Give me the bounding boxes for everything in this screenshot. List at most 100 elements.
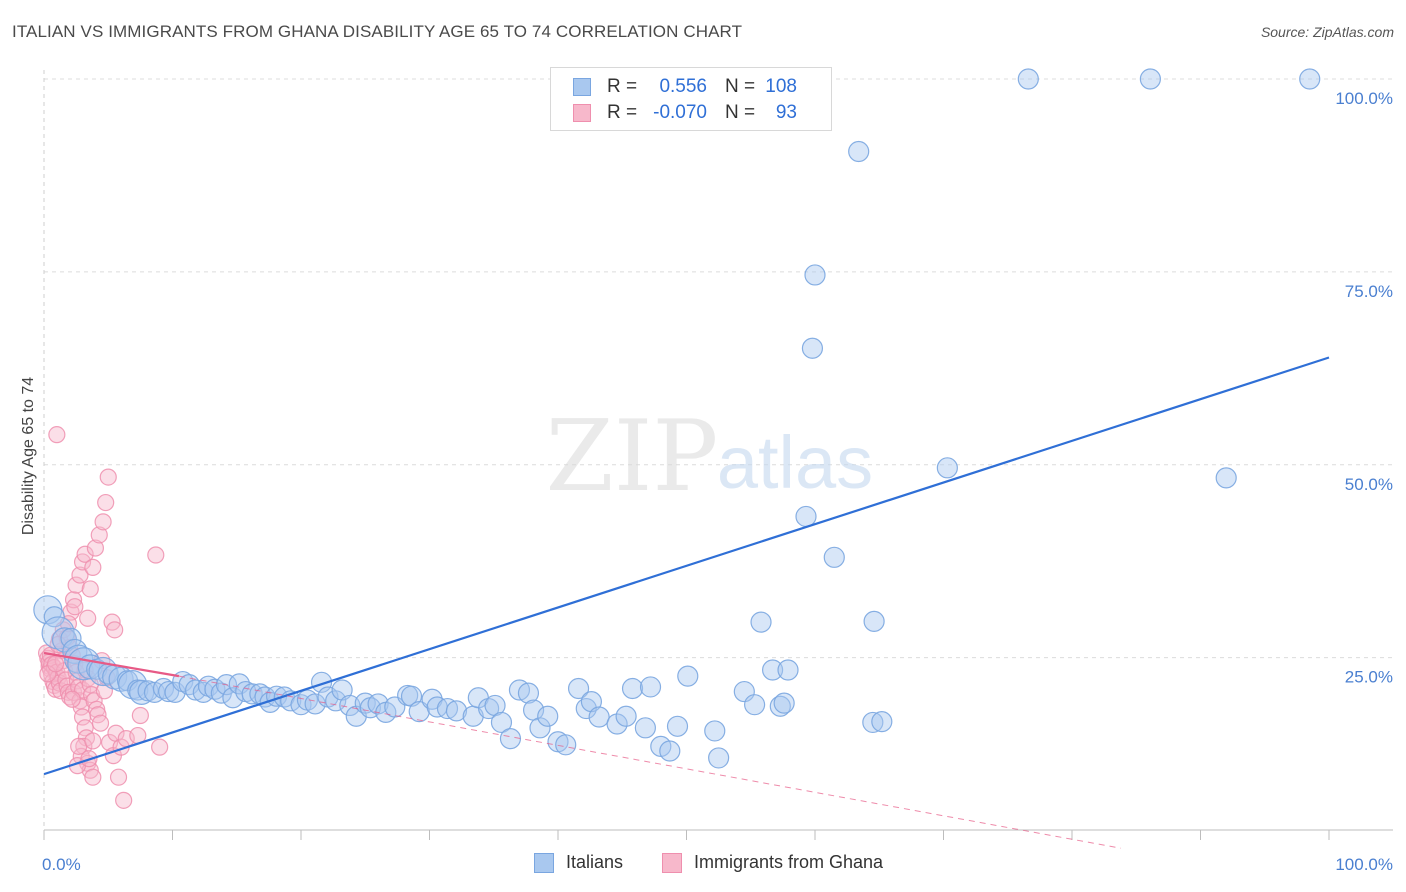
italian-point xyxy=(537,705,559,727)
y-tick-label: 25.0% xyxy=(1345,668,1393,687)
italian-point xyxy=(801,337,824,359)
italian-point xyxy=(555,734,577,756)
italian-point xyxy=(1299,68,1321,90)
label-layer: Disability Age 65 to 74 25.0% 50.0% 75.0% 1… xyxy=(20,89,1393,874)
italian-point xyxy=(863,610,885,632)
ghana-point xyxy=(84,558,102,576)
italian-point xyxy=(529,717,551,739)
ghana-point xyxy=(67,576,85,594)
ghana-trend-extension xyxy=(178,675,1121,849)
x-tick-label-min: 0.0% xyxy=(42,855,81,874)
italian-point xyxy=(708,747,730,769)
legend-n-label: N = xyxy=(725,76,756,97)
italian-point xyxy=(795,505,817,528)
legend-row-ghana: R = -0.070 N = 93 xyxy=(573,101,797,125)
legend-swatch-italians xyxy=(573,78,591,96)
legend-swatch-ghana xyxy=(662,852,682,873)
legend-item-ghana[interactable]: Immigrants from Ghana xyxy=(662,852,883,873)
ghana-points xyxy=(37,426,169,809)
italian-point xyxy=(804,264,826,286)
y-axis-title: Disability Age 65 to 74 xyxy=(20,377,37,535)
y-tick-label: 50.0% xyxy=(1345,475,1393,494)
italian-point xyxy=(769,695,791,717)
italian-point xyxy=(325,690,347,712)
italian-point xyxy=(615,705,637,727)
ghana-point xyxy=(88,700,106,718)
watermark-zip: ZIP xyxy=(546,400,719,514)
ghana-point xyxy=(46,655,65,673)
italian-point xyxy=(744,694,766,716)
italian-point xyxy=(339,694,361,717)
legend-n-label: N = xyxy=(725,102,756,123)
italian-point xyxy=(823,546,845,568)
ghana-point xyxy=(81,580,99,598)
italian-point xyxy=(871,711,893,733)
legend-item-italians[interactable]: Italians xyxy=(534,852,623,873)
series-legend: Italians Immigrants from Ghana xyxy=(0,852,1406,876)
italian-point xyxy=(848,140,870,163)
ghana-point xyxy=(131,706,149,725)
ghana-point xyxy=(106,621,124,639)
ghana-point xyxy=(97,493,115,512)
italian-point xyxy=(517,682,540,704)
ghana-point xyxy=(151,738,169,756)
italian-point xyxy=(659,740,681,762)
ghana-trend-line xyxy=(43,651,180,678)
legend-row-italians: R = 0.556 N = 108 xyxy=(573,75,797,99)
italian-point xyxy=(436,697,459,720)
x-tick-label-max: 100.0% xyxy=(1335,855,1393,874)
watermark-atlas: atlas xyxy=(717,421,873,504)
ghana-point xyxy=(147,546,165,564)
ghana-point xyxy=(115,791,133,809)
ghana-point xyxy=(84,768,102,786)
trend-layer xyxy=(43,356,1330,849)
italian-point xyxy=(639,676,662,698)
italian-point xyxy=(773,692,795,714)
legend-r-value: -0.070 xyxy=(653,102,707,123)
ghana-point xyxy=(90,526,108,544)
ghana-point xyxy=(94,513,112,531)
italian-point xyxy=(1017,68,1039,90)
ghana-point xyxy=(91,714,110,732)
ghana-point xyxy=(86,539,105,557)
legend-label-ghana: Immigrants from Ghana xyxy=(694,852,884,872)
ghana-point xyxy=(66,598,84,616)
italian-point xyxy=(490,711,513,734)
italian-point xyxy=(204,678,226,700)
italian-point xyxy=(777,659,799,681)
ghana-point xyxy=(79,609,97,627)
ghana-point xyxy=(99,468,117,486)
italian-point xyxy=(606,713,628,735)
italian-point xyxy=(588,706,610,728)
italian-point xyxy=(43,606,65,628)
italian-point xyxy=(761,659,784,681)
y-tick-label: 100.0% xyxy=(1335,89,1393,108)
italian-point xyxy=(367,693,389,715)
axis-layer xyxy=(43,70,1393,840)
italians-trend-line xyxy=(43,356,1330,776)
italian-point xyxy=(408,701,430,723)
italian-point xyxy=(1139,68,1161,90)
legend-r-label: R = xyxy=(607,102,638,123)
ghana-point xyxy=(63,690,81,708)
source-credit: Source: ZipAtlas.com xyxy=(1260,24,1394,40)
italian-point xyxy=(936,457,958,479)
legend-r-label: R = xyxy=(607,76,638,97)
italian-point xyxy=(634,717,656,739)
legend-label-italians: Italians xyxy=(566,852,624,872)
italian-point xyxy=(621,677,644,700)
ghana-point xyxy=(48,426,66,444)
italian-point xyxy=(666,715,689,737)
italian-point xyxy=(704,720,726,742)
legend-n-value: 93 xyxy=(775,102,797,123)
italian-point xyxy=(185,679,207,701)
italian-point xyxy=(567,677,590,700)
legend-swatch-ghana xyxy=(573,104,591,122)
legend-n-value: 108 xyxy=(765,76,797,97)
ghana-point xyxy=(84,732,102,750)
watermark: ZIP atlas xyxy=(546,400,874,514)
legend-r-value: 0.556 xyxy=(659,76,707,97)
grid-layer xyxy=(44,78,1393,659)
italian-point xyxy=(862,711,884,734)
